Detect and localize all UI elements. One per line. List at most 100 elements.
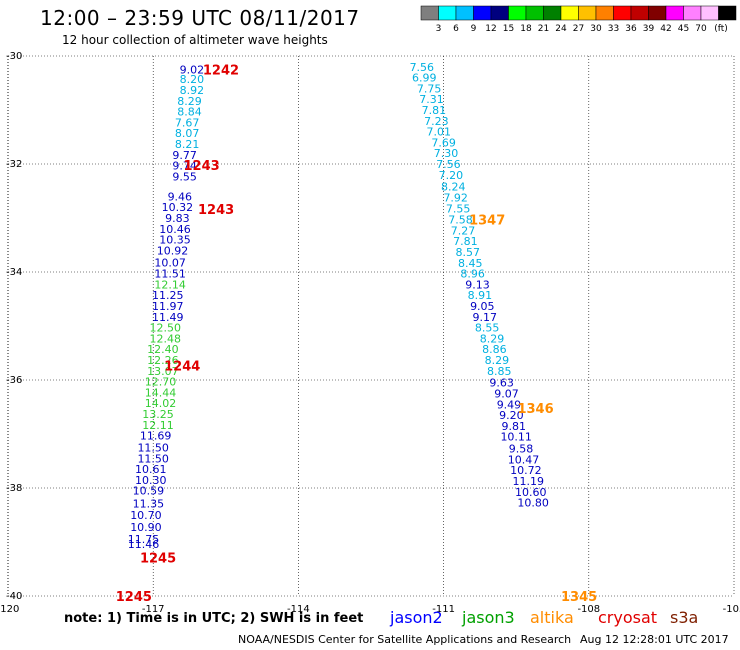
data-point-label: 7.56 [436, 158, 461, 171]
data-point-label: 7.67 [175, 116, 200, 129]
time-label: 1245 [140, 552, 176, 567]
colorbar-swatch [543, 5, 562, 21]
time-label: 1346 [517, 402, 553, 417]
data-point-label: 11.19 [513, 475, 545, 488]
data-point-label: 14.02 [145, 397, 177, 410]
x-tick-label: -120 [0, 604, 19, 615]
x-tick-label: -114 [287, 604, 310, 615]
data-point-label: 7.69 [431, 136, 456, 149]
data-point-label: 10.46 [159, 223, 191, 236]
data-point-label: 7.92 [443, 191, 468, 204]
satellite-legend-cryosat: cryosat [598, 608, 658, 627]
data-point-label: 11.69 [140, 430, 172, 443]
data-point-label: 9.17 [472, 311, 497, 324]
data-point-label: 8.07 [175, 127, 200, 140]
colorbar-swatch [560, 5, 579, 21]
data-point-label: 9.58 [509, 443, 534, 456]
satellite-legend-jason3: jason3 [462, 608, 515, 627]
data-point-label: 10.60 [515, 486, 547, 499]
colorbar-swatch [525, 5, 544, 21]
data-point-label: 9.63 [489, 377, 514, 390]
data-point-label: 12.11 [142, 419, 174, 432]
x-tick-label: -111 [432, 604, 455, 615]
data-point-label: 7.81 [453, 235, 478, 248]
data-point-label: 11.25 [152, 289, 184, 302]
x-tick-label: -108 [577, 604, 600, 615]
data-point-label: 7.23 [424, 115, 449, 128]
colorbar-label: 39 [643, 24, 655, 34]
y-tick-label: -34 [6, 267, 22, 278]
data-point-label: 8.55 [475, 322, 500, 335]
data-point-label: 9.74 [172, 160, 197, 173]
colorbar-label: 9 [471, 24, 477, 34]
data-point-label: 10.72 [510, 464, 542, 477]
data-point-label: 11.75 [128, 533, 160, 546]
data-point-label: 7.55 [446, 202, 471, 215]
footer-credit: NOAA/NESDIS Center for Satellite Applica… [238, 633, 572, 646]
data-point-label: 10.92 [157, 244, 189, 257]
data-point-label: 9.83 [165, 212, 190, 225]
data-point-label: 7.81 [422, 104, 447, 117]
data-point-label: 10.59 [133, 485, 165, 498]
data-point-label: 11.50 [137, 452, 169, 465]
colorbar-label: 42 [660, 24, 671, 34]
data-point-label: 7.58 [448, 214, 473, 227]
colorbar-unit: (ft) [714, 24, 728, 34]
data-point-label: 12.50 [150, 322, 182, 335]
colorbar-swatch [683, 5, 702, 21]
colorbar-swatch [700, 5, 719, 21]
data-point-label: 10.30 [135, 474, 167, 487]
data-point-label: 8.84 [177, 106, 202, 119]
time-label: 1242 [203, 64, 239, 79]
data-point-label: 9.02 [180, 64, 205, 77]
x-tick-label: -105 [723, 604, 740, 615]
data-point-label: 12.14 [154, 278, 186, 291]
data-point-label: 7.01 [427, 126, 452, 139]
data-point-label: 9.13 [465, 278, 490, 291]
data-point-label: 9.55 [172, 170, 197, 183]
data-point-label: 13.07 [147, 365, 179, 378]
data-point-label: 10.32 [162, 201, 194, 214]
data-point-label: 14.44 [145, 386, 177, 399]
time-label: 1347 [469, 214, 505, 229]
x-tick-label: -117 [142, 604, 165, 615]
data-point-label: 11.50 [137, 442, 169, 455]
y-tick-label: -36 [6, 375, 22, 386]
data-point-label: 10.35 [159, 234, 191, 247]
data-point-label: 7.75 [417, 82, 442, 95]
colorbar-swatch [455, 5, 474, 21]
colorbar-swatch [420, 5, 439, 21]
data-point-label: 8.29 [177, 95, 202, 108]
satellite-legend-altika: altika [530, 608, 574, 627]
colorbar-label: 6 [453, 24, 459, 34]
data-point-label: 7.27 [451, 224, 476, 237]
data-point-label: 12.48 [150, 332, 182, 345]
colorbar-label: 24 [555, 24, 567, 34]
colorbar-swatch [718, 5, 737, 21]
data-point-label: 10.11 [500, 431, 532, 444]
time-label: 1243 [184, 159, 220, 174]
data-point-label: 8.21 [175, 138, 200, 151]
data-point-label: 12.70 [145, 376, 177, 389]
colorbar-swatch [508, 5, 527, 21]
colorbar-label: 3 [436, 24, 442, 34]
data-point-label: 10.61 [135, 463, 167, 476]
data-point-label: 9.49 [497, 398, 522, 411]
footer-timestamp: Aug 12 12:28:01 UTC 2017 [580, 633, 729, 646]
satellite-legend-jason2: jason2 [390, 608, 443, 627]
data-point-label: 11.46 [128, 538, 160, 551]
data-point-label: 10.47 [508, 453, 540, 466]
data-point-label: 7.20 [439, 169, 464, 182]
colorbar-swatch [438, 5, 457, 21]
data-point-label: 7.30 [434, 147, 459, 160]
colorbar-label: 27 [573, 24, 584, 34]
colorbar-swatch [490, 5, 509, 21]
data-point-label: 9.77 [172, 149, 197, 162]
data-point-label: 8.45 [458, 257, 483, 270]
data-point-label: 10.80 [517, 497, 549, 510]
colorbar-label: 12 [485, 24, 496, 34]
data-point-label: 8.92 [180, 84, 205, 97]
data-point-label: 8.91 [468, 289, 493, 302]
data-point-label: 8.85 [487, 365, 512, 378]
